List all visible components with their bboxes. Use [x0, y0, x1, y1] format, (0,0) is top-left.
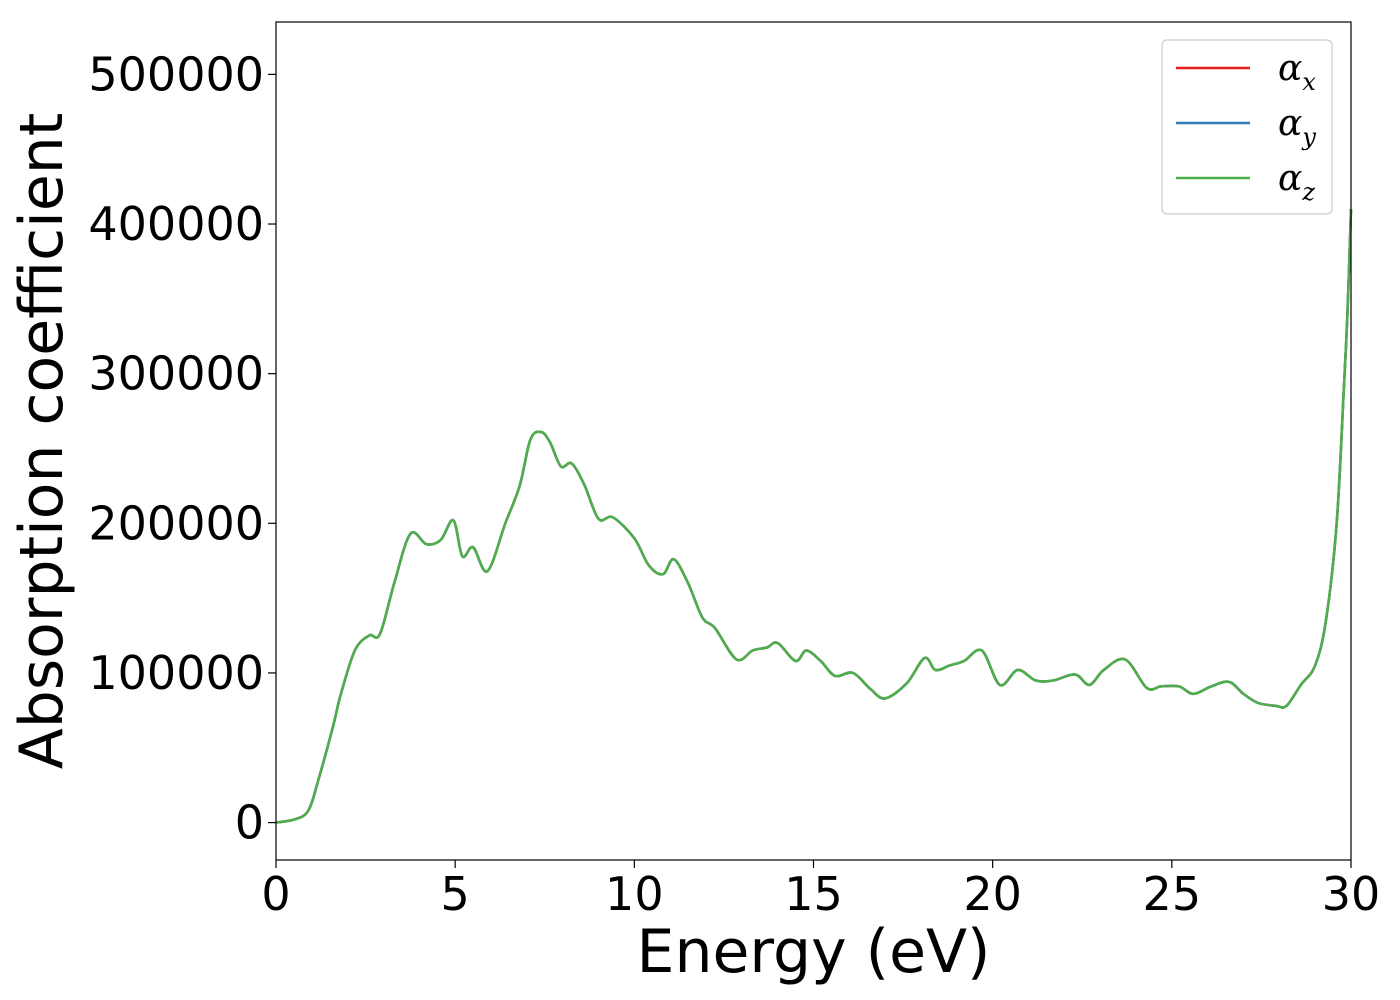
- legend-label-3: αz: [1278, 158, 1315, 206]
- series-line-1: [275, 209, 1353, 824]
- x-tick-label: 5: [441, 867, 470, 921]
- x-tick-label: 25: [1143, 867, 1202, 921]
- y-tick-label: 0: [235, 796, 264, 850]
- ticks-layer: 0 5 10 15 20 25 30 0 100000 200000 300000 400000 500…: [88, 47, 1380, 921]
- series-line-3: [275, 209, 1353, 824]
- legend-subscript: z: [1301, 178, 1315, 206]
- legend-subscript: x: [1302, 68, 1316, 96]
- y-tick-label: 300000: [88, 347, 264, 401]
- x-tick-label: 30: [1322, 867, 1381, 921]
- y-axis-label: Absorption coefficient: [7, 113, 77, 770]
- legend-subscript: y: [1301, 123, 1316, 151]
- legend-symbol: α: [1278, 103, 1302, 144]
- y-tick-label: 400000: [88, 197, 264, 251]
- x-tick-label: 0: [261, 867, 290, 921]
- legend-label-1: αx: [1278, 48, 1316, 96]
- legend-symbol: α: [1278, 48, 1302, 89]
- series-layer: [275, 209, 1353, 824]
- series-line-2: [275, 209, 1353, 824]
- y-tick-label: 500000: [88, 47, 264, 101]
- x-axis-label: Energy (eV): [637, 917, 991, 987]
- legend-symbol: α: [1278, 158, 1302, 199]
- x-tick-label: 10: [605, 867, 664, 921]
- x-tick-label: 15: [784, 867, 843, 921]
- y-tick-label: 200000: [88, 496, 264, 550]
- legend-box: [1161, 39, 1333, 215]
- legend-label-2: αy: [1278, 103, 1316, 151]
- y-tick-label: 100000: [88, 646, 264, 700]
- x-tick-label: 20: [963, 867, 1022, 921]
